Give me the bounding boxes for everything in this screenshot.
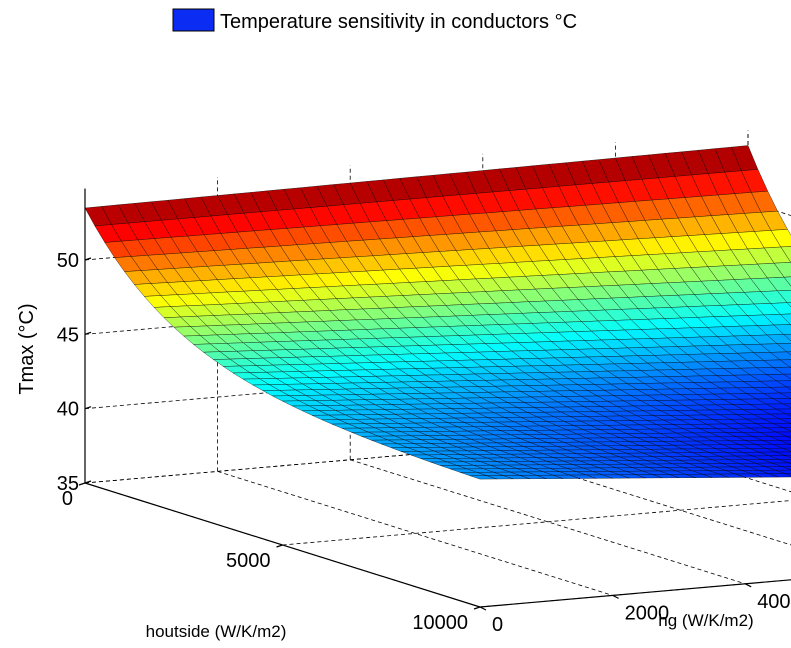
axes (78, 188, 791, 611)
x-tick-mark (276, 544, 283, 548)
z-tick-label: 35 (57, 473, 79, 495)
surface-plot (84, 145, 791, 480)
y-tick-mark (744, 583, 752, 588)
y-tick-label: 2000 (625, 602, 670, 624)
y-axis-label: hg (W/K/m2) (658, 611, 753, 630)
y-axis-line (479, 579, 791, 608)
x-tick-label: 5000 (226, 550, 271, 572)
floor-gridline-y (350, 459, 746, 585)
x-tick-mark (473, 606, 481, 610)
floor-gridline-x (479, 579, 791, 608)
floor-gridline-y (217, 471, 613, 596)
z-axis-label: Tmax (°C) (16, 303, 38, 394)
surface-patch (470, 475, 497, 480)
x-tick-mark (78, 482, 86, 486)
z-tick-mark (84, 331, 92, 335)
z-tick-mark (84, 257, 92, 261)
y-tick-label: 4000 (757, 591, 791, 613)
x-axis-label: houtside (W/K/m2) (146, 622, 287, 641)
z-tick-mark (84, 406, 92, 410)
tick-labels: 0500010000020004000600080001000035404550 (57, 250, 791, 636)
x-tick-label: 10000 (412, 612, 468, 634)
x-tick-label: 0 (62, 488, 73, 510)
y-tick-label: 0 (492, 614, 503, 636)
floor-gridline-x (282, 500, 791, 546)
y-tick-mark (479, 606, 487, 611)
legend-swatch (172, 8, 215, 32)
z-tick-label: 45 (57, 324, 79, 346)
legend-label: Temperature sensitivity in conductors °C (220, 11, 577, 33)
z-tick-label: 50 (57, 250, 79, 272)
z-tick-mark (84, 480, 92, 484)
legend: Temperature sensitivity in conductors °C (172, 8, 577, 33)
z-tick-label: 40 (57, 399, 79, 421)
y-tick-mark (612, 594, 619, 599)
